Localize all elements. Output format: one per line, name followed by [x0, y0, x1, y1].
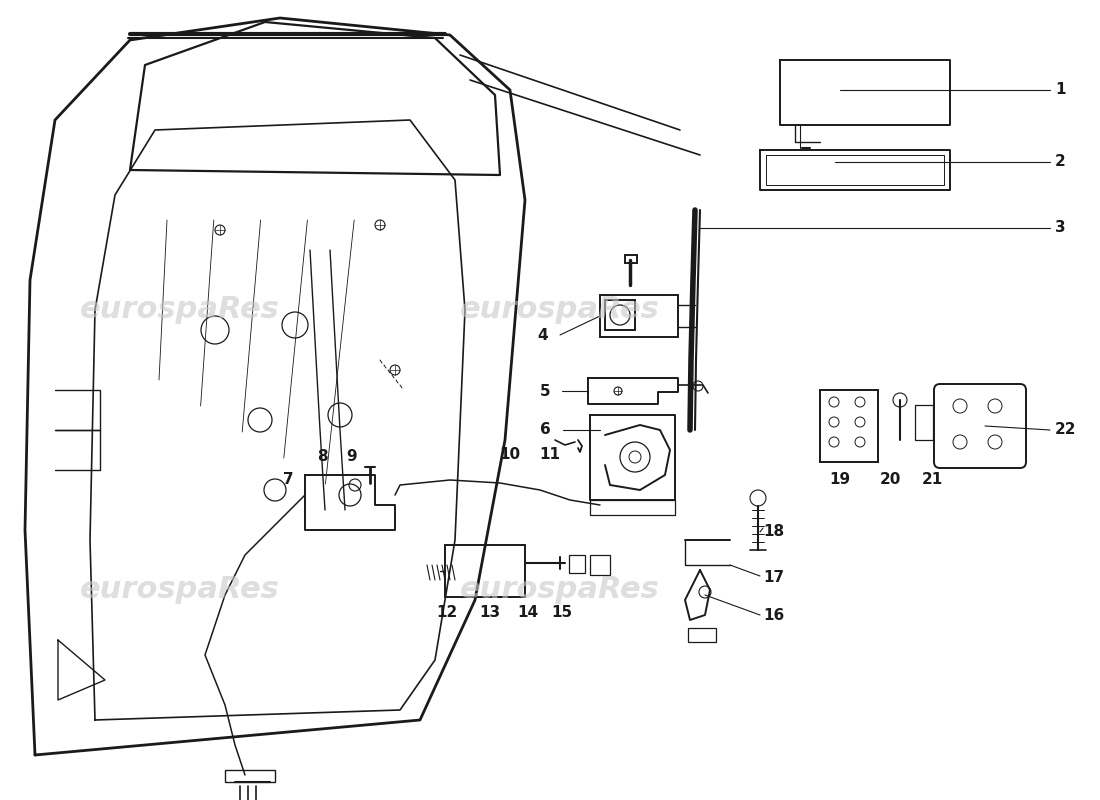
Text: 6: 6 — [540, 422, 551, 438]
Text: 13: 13 — [480, 605, 501, 620]
Text: 4: 4 — [538, 327, 548, 342]
Text: 20: 20 — [879, 472, 901, 487]
Bar — [820, 390, 878, 462]
Text: eurospaRes: eurospaRes — [80, 295, 279, 325]
Text: 11: 11 — [539, 447, 561, 462]
Bar — [605, 300, 635, 330]
Bar — [600, 295, 678, 337]
Text: 5: 5 — [539, 383, 550, 398]
Bar — [226, 770, 275, 782]
Text: 7: 7 — [284, 473, 294, 487]
Text: 15: 15 — [551, 605, 573, 620]
Text: eurospaRes: eurospaRes — [460, 295, 660, 325]
Text: 2: 2 — [1055, 154, 1066, 170]
Text: 22: 22 — [1055, 422, 1077, 438]
Bar — [915, 405, 933, 440]
Bar — [625, 255, 637, 263]
Text: eurospaRes: eurospaRes — [460, 575, 660, 605]
Bar — [446, 545, 525, 597]
Text: 16: 16 — [763, 607, 784, 622]
Text: 8: 8 — [317, 449, 328, 464]
Text: 10: 10 — [499, 447, 520, 462]
Bar — [569, 555, 585, 573]
Text: 21: 21 — [922, 472, 943, 487]
Text: eurospaRes: eurospaRes — [80, 575, 279, 605]
Text: 12: 12 — [437, 605, 458, 620]
Text: 14: 14 — [517, 605, 539, 620]
Text: 9: 9 — [346, 449, 358, 464]
Text: 1: 1 — [1055, 82, 1066, 98]
Text: 18: 18 — [763, 525, 784, 539]
Bar — [688, 628, 716, 642]
Bar — [590, 555, 610, 575]
Text: 19: 19 — [829, 472, 850, 487]
Text: 17: 17 — [763, 570, 784, 586]
Text: 3: 3 — [1055, 221, 1066, 235]
